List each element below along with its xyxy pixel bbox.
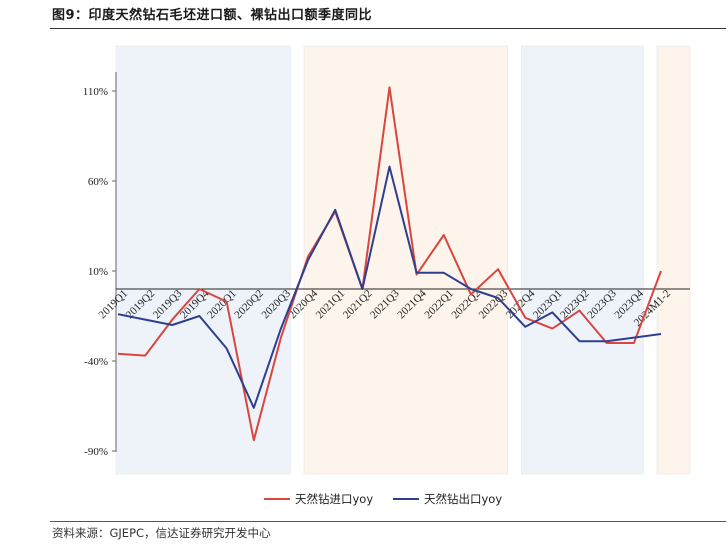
source-divider (50, 521, 726, 522)
source-note: 资料来源：GJEPC，信达证券研究开发中心 (52, 526, 271, 540)
y-tick-label: 60% (88, 176, 108, 188)
y-tick-label: 110% (83, 86, 108, 98)
legend: 天然钻进口yoy 天然钻出口yoy (264, 492, 502, 506)
title-divider (50, 28, 726, 29)
series-line-import (117, 86, 662, 442)
shaded-bands (115, 45, 691, 475)
legend-label: 天然钻进口yoy (295, 492, 373, 506)
shaded-band-3 (520, 45, 644, 475)
shaded-band-4 (656, 45, 691, 475)
shaded-band-2 (303, 45, 508, 475)
series-lines (117, 86, 662, 442)
chart-title: 图9：印度天然钻石毛坯进口额、裸钻出口额季度同比 (52, 8, 373, 23)
y-tick-label: 10% (88, 266, 108, 278)
y-axis: 110% 60% 10% -40% -90% (83, 72, 117, 458)
y-tick-label: -40% (84, 356, 108, 368)
shaded-band-1 (115, 45, 291, 475)
y-tick-label: -90% (84, 446, 108, 458)
series-line-export (117, 165, 662, 409)
legend-label: 天然钻出口yoy (424, 492, 502, 506)
